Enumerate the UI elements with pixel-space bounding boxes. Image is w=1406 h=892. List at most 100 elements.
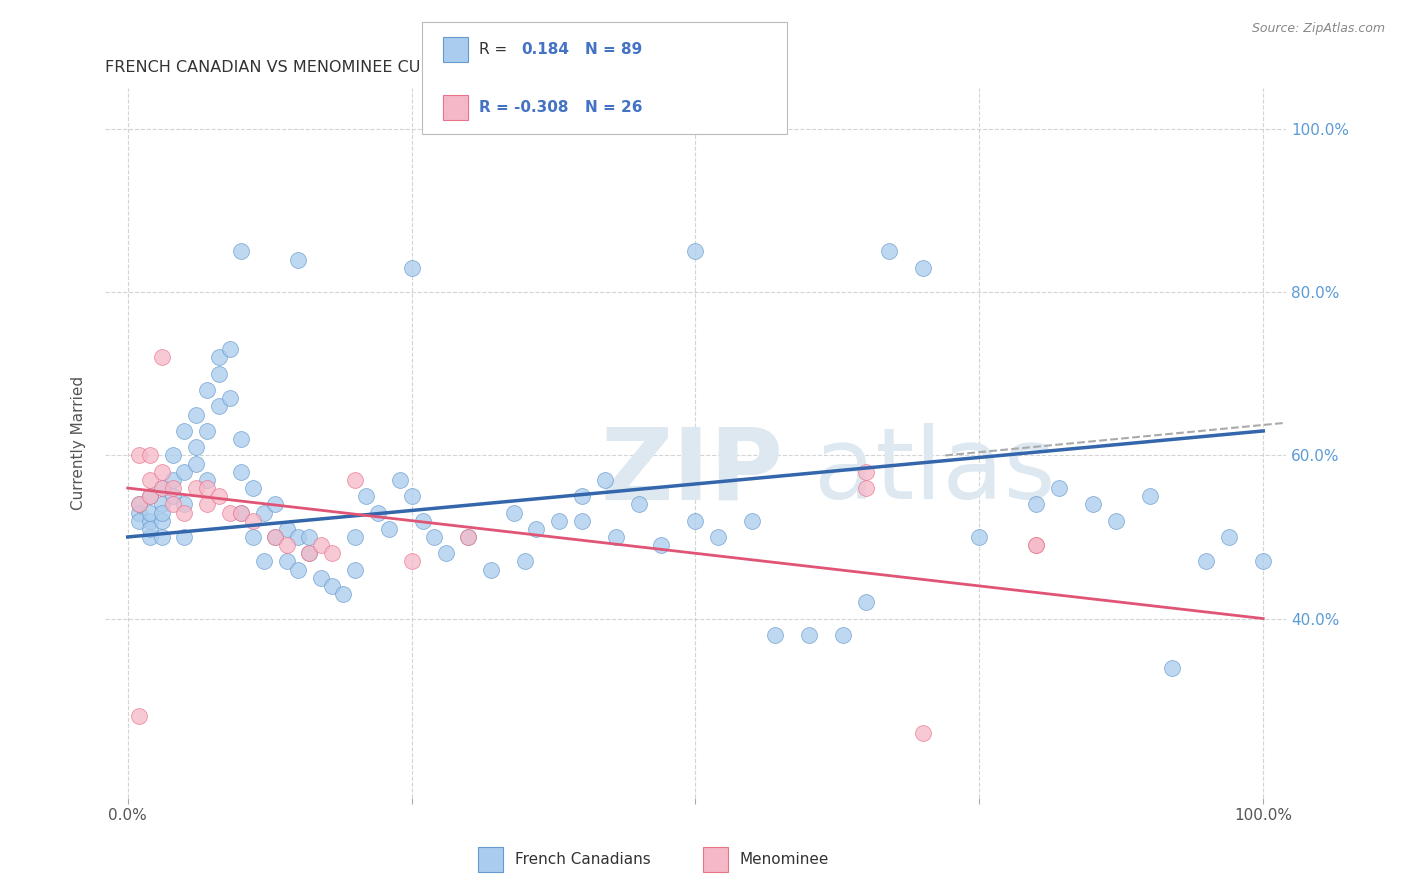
Point — [173, 497, 195, 511]
Point — [173, 506, 195, 520]
Point — [231, 244, 253, 259]
Point — [173, 530, 195, 544]
Text: R = -0.308: R = -0.308 — [479, 101, 569, 115]
Point — [231, 506, 253, 520]
Point — [150, 481, 173, 495]
Point — [231, 506, 253, 520]
Point — [1218, 530, 1240, 544]
Point — [184, 457, 207, 471]
Point — [479, 563, 502, 577]
Point — [685, 514, 707, 528]
Point — [128, 514, 150, 528]
Point — [1104, 514, 1126, 528]
Point — [526, 522, 548, 536]
Point — [128, 506, 150, 520]
Point — [173, 424, 195, 438]
Text: N = 26: N = 26 — [585, 101, 643, 115]
Point — [309, 571, 332, 585]
Point — [401, 260, 423, 275]
Point — [139, 506, 162, 520]
Point — [139, 449, 162, 463]
Point — [515, 554, 537, 568]
Point — [321, 579, 343, 593]
Point — [231, 465, 253, 479]
Point — [1025, 538, 1047, 552]
Point — [593, 473, 616, 487]
Point — [911, 726, 934, 740]
Point — [184, 481, 207, 495]
Point — [207, 367, 229, 381]
Point — [276, 554, 298, 568]
Point — [457, 530, 479, 544]
Point — [264, 530, 287, 544]
Point — [548, 514, 571, 528]
Point — [287, 530, 309, 544]
Point — [1047, 481, 1070, 495]
Text: Menominee: Menominee — [740, 853, 830, 867]
Point — [219, 506, 242, 520]
Point — [184, 408, 207, 422]
Point — [287, 252, 309, 267]
Point — [343, 563, 366, 577]
Point — [911, 260, 934, 275]
Text: atlas: atlas — [814, 423, 1054, 520]
Point — [184, 440, 207, 454]
Point — [162, 497, 184, 511]
Point — [797, 628, 820, 642]
Point — [412, 514, 434, 528]
Point — [1195, 554, 1218, 568]
Point — [401, 554, 423, 568]
Text: ZIP: ZIP — [600, 423, 785, 520]
Point — [571, 489, 593, 503]
Point — [298, 546, 321, 560]
Point — [128, 709, 150, 723]
Point — [195, 473, 218, 487]
Point — [1025, 538, 1047, 552]
Point — [162, 473, 184, 487]
Point — [276, 522, 298, 536]
Point — [150, 351, 173, 365]
Point — [1025, 497, 1047, 511]
Point — [253, 506, 276, 520]
Text: R =: R = — [479, 43, 508, 57]
Text: Source: ZipAtlas.com: Source: ZipAtlas.com — [1251, 22, 1385, 36]
Point — [855, 465, 877, 479]
Point — [139, 489, 162, 503]
Point — [1081, 497, 1104, 511]
Point — [195, 481, 218, 495]
Point — [855, 481, 877, 495]
Point — [207, 400, 229, 414]
Point — [832, 628, 855, 642]
Point — [207, 489, 229, 503]
Point — [502, 506, 524, 520]
Point — [242, 530, 264, 544]
Point — [162, 449, 184, 463]
Point — [162, 489, 184, 503]
Point — [685, 244, 707, 259]
Point — [231, 432, 253, 446]
Point — [150, 481, 173, 495]
Point — [343, 473, 366, 487]
Point — [139, 514, 162, 528]
Point — [173, 465, 195, 479]
Text: 0.184: 0.184 — [522, 43, 569, 57]
Point — [139, 489, 162, 503]
Point — [195, 424, 218, 438]
Point — [150, 497, 173, 511]
Point — [139, 522, 162, 536]
Point — [128, 497, 150, 511]
Point — [389, 473, 412, 487]
Point — [207, 351, 229, 365]
Point — [219, 392, 242, 406]
Point — [150, 530, 173, 544]
Point — [457, 530, 479, 544]
Point — [571, 514, 593, 528]
Point — [434, 546, 457, 560]
Point — [343, 530, 366, 544]
Point — [128, 497, 150, 511]
Point — [150, 465, 173, 479]
Text: N = 89: N = 89 — [585, 43, 643, 57]
Point — [139, 530, 162, 544]
Point — [354, 489, 377, 503]
Point — [969, 530, 991, 544]
